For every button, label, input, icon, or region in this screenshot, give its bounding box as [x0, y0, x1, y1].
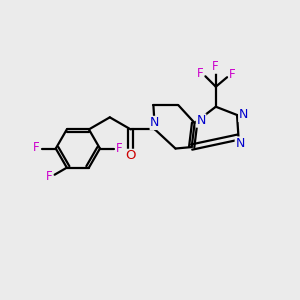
Text: F: F [229, 68, 236, 81]
Text: N: N [150, 116, 160, 129]
Text: F: F [33, 141, 40, 154]
Text: F: F [212, 60, 218, 73]
Text: O: O [125, 149, 136, 162]
Text: N: N [196, 114, 206, 127]
Text: N: N [235, 137, 244, 150]
Text: F: F [116, 142, 122, 155]
Text: N: N [239, 109, 248, 122]
Text: F: F [197, 68, 203, 80]
Text: F: F [46, 170, 52, 183]
